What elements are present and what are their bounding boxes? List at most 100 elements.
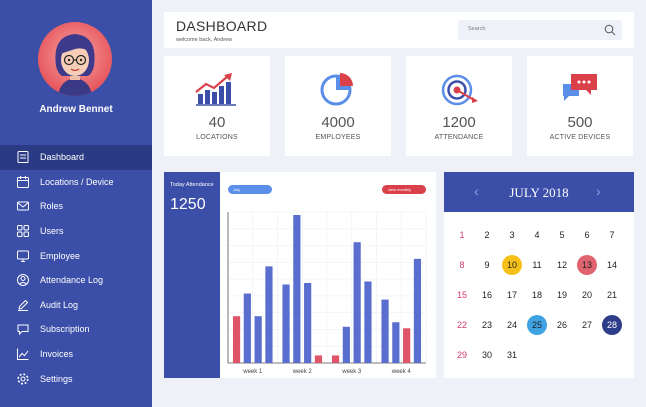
calendar-day[interactable]: 21 bbox=[606, 290, 617, 300]
calendar-day[interactable]: 7 bbox=[609, 230, 615, 240]
chevron-right-icon[interactable]: › bbox=[596, 183, 601, 199]
calendar-day[interactable]: 2 bbox=[484, 230, 490, 240]
stat-value: 40 bbox=[208, 114, 226, 131]
calendar-day[interactable]: 9 bbox=[484, 260, 490, 270]
mail-icon bbox=[16, 199, 30, 213]
sidebar-item-locations[interactable]: Locations / Device bbox=[0, 170, 152, 195]
page-title: DASHBOARD bbox=[176, 18, 268, 34]
sidebar-item-settings[interactable]: Settings bbox=[0, 366, 152, 391]
calendar-day[interactable]: 28 bbox=[602, 315, 622, 335]
chat-icon bbox=[16, 322, 30, 336]
header: DASHBOARD welcome back, Andrew Search bbox=[164, 12, 634, 48]
calendar: ‹ JULY 2018 › 1 2 3 4 5 6 7 8 9 10 11 12 13 14 15 16 17 1… bbox=[444, 172, 634, 378]
x-tick-label: week 3 bbox=[341, 369, 362, 375]
calendar-day[interactable]: 10 bbox=[502, 255, 522, 275]
gear-icon bbox=[16, 372, 30, 386]
calendar-day[interactable]: 30 bbox=[481, 350, 492, 360]
calendar-day[interactable]: 29 bbox=[456, 350, 467, 360]
page-subtitle: welcome back, Andrew bbox=[176, 37, 233, 43]
chart-bar bbox=[282, 284, 290, 363]
stat-card-locations[interactable]: 40 LOCATIONS bbox=[164, 56, 270, 156]
x-tick-label: week 1 bbox=[242, 369, 263, 375]
chart-bar bbox=[293, 215, 301, 363]
calendar-day[interactable]: 6 bbox=[584, 230, 590, 240]
sidebar-item-label: Locations / Device bbox=[40, 176, 114, 187]
sidebar-item-audit-log[interactable]: Audit Log bbox=[0, 293, 152, 318]
user-icon bbox=[16, 273, 30, 287]
sidebar-item-users[interactable]: Users bbox=[0, 219, 152, 244]
search-input[interactable]: Search bbox=[458, 20, 622, 40]
calendar-day[interactable]: 4 bbox=[534, 230, 540, 240]
chart-bar bbox=[254, 316, 262, 363]
calendar-day[interactable]: 11 bbox=[532, 260, 542, 270]
stat-label: ATTENDANCE bbox=[434, 134, 484, 141]
sidebar-item-roles[interactable]: Roles bbox=[0, 194, 152, 219]
chart-bar bbox=[243, 293, 251, 363]
calendar-day[interactable]: 25 bbox=[527, 315, 547, 335]
calendar-day[interactable]: 24 bbox=[506, 320, 517, 330]
monitor-icon bbox=[16, 249, 30, 263]
stat-label: EMPLOYEES bbox=[315, 134, 361, 141]
sidebar-item-label: Invoices bbox=[40, 349, 74, 360]
calendar-day[interactable]: 23 bbox=[481, 320, 492, 330]
user-name: Andrew Bennet bbox=[39, 104, 113, 115]
chart-bar bbox=[413, 258, 422, 363]
calendar-day[interactable]: 14 bbox=[606, 260, 617, 270]
attendance-summary: Today Attendance 1250 bbox=[164, 172, 220, 378]
calendar-day[interactable]: 20 bbox=[581, 290, 592, 300]
calendar-day[interactable]: 8 bbox=[459, 260, 465, 270]
sidebar-item-dashboard[interactable]: Dashboard bbox=[0, 145, 152, 170]
sidebar-item-label: Subscription bbox=[40, 324, 90, 335]
dashboard-icon bbox=[16, 150, 30, 164]
chart-bar bbox=[381, 299, 389, 363]
calendar-month: JULY 2018 bbox=[509, 185, 569, 200]
attendance-value: 1250 bbox=[170, 196, 206, 213]
view-monthly-button[interactable]: view monthly bbox=[382, 185, 426, 194]
calendar-day[interactable]: 15 bbox=[456, 290, 467, 300]
sidebar-item-label: Attendance Log bbox=[40, 275, 104, 286]
calendar-day[interactable]: 18 bbox=[531, 290, 542, 300]
stat-value: 500 bbox=[567, 114, 593, 131]
calendar-day[interactable]: 3 bbox=[509, 230, 515, 240]
avatar[interactable] bbox=[38, 22, 112, 96]
pie-chart-icon bbox=[320, 73, 353, 106]
sidebar-item-subscription[interactable]: Subscription bbox=[0, 317, 152, 342]
bar-chart-icon bbox=[195, 73, 236, 106]
calendar-day[interactable]: 1 bbox=[459, 230, 465, 240]
sidebar-item-label: Employee bbox=[40, 250, 81, 261]
attendance-title: Today Attendance bbox=[170, 182, 214, 188]
sidebar-item-label: Dashboard bbox=[40, 152, 85, 163]
sidebar-item-label: Settings bbox=[40, 373, 73, 384]
x-tick-label: week 4 bbox=[391, 369, 412, 375]
chart-bar bbox=[265, 266, 273, 363]
calendar-day[interactable]: 17 bbox=[506, 290, 517, 300]
calendar-day[interactable]: 5 bbox=[559, 230, 565, 240]
trend-icon bbox=[16, 347, 30, 361]
sidebar: Andrew Bennet Dashboard Locations / Devi… bbox=[0, 0, 152, 407]
sidebar-item-employee[interactable]: Employee bbox=[0, 243, 152, 268]
calendar-day[interactable]: 12 bbox=[556, 260, 567, 270]
calendar-day[interactable]: 22 bbox=[456, 320, 467, 330]
calendar-day[interactable]: 13 bbox=[577, 255, 597, 275]
stat-label: ACTIVE DEVICES bbox=[549, 134, 611, 141]
stat-card-active-devices[interactable]: 500 ACTIVE DEVICES bbox=[527, 56, 633, 156]
sidebar-item-attendance-log[interactable]: Attendance Log bbox=[0, 268, 152, 293]
stat-card-employees[interactable]: 4000 EMPLOYEES bbox=[285, 56, 391, 156]
calendar-icon bbox=[16, 175, 30, 189]
month-dropdown[interactable]: July bbox=[228, 185, 272, 194]
calendar-day[interactable]: 27 bbox=[581, 320, 592, 330]
search-icon[interactable] bbox=[604, 24, 616, 36]
calendar-day[interactable]: 16 bbox=[481, 290, 492, 300]
sidebar-item-invoices[interactable]: Invoices bbox=[0, 342, 152, 367]
chevron-left-icon[interactable]: ‹ bbox=[474, 183, 479, 199]
calendar-day[interactable]: 19 bbox=[556, 290, 567, 300]
calendar-day[interactable]: 31 bbox=[506, 350, 517, 360]
calendar-header: ‹ JULY 2018 › bbox=[444, 172, 634, 212]
attendance-panel: Today Attendance 1250 week 1 week 2 week 3… bbox=[164, 172, 436, 378]
stat-value: 1200 bbox=[442, 114, 476, 131]
stat-card-attendance[interactable]: 1200 ATTENDANCE bbox=[406, 56, 512, 156]
sidebar-nav: Dashboard Locations / Device Roles Users… bbox=[0, 145, 152, 391]
chart-bar bbox=[331, 355, 340, 363]
calendar-day[interactable]: 26 bbox=[556, 320, 567, 330]
sidebar-item-label: Roles bbox=[40, 201, 64, 212]
